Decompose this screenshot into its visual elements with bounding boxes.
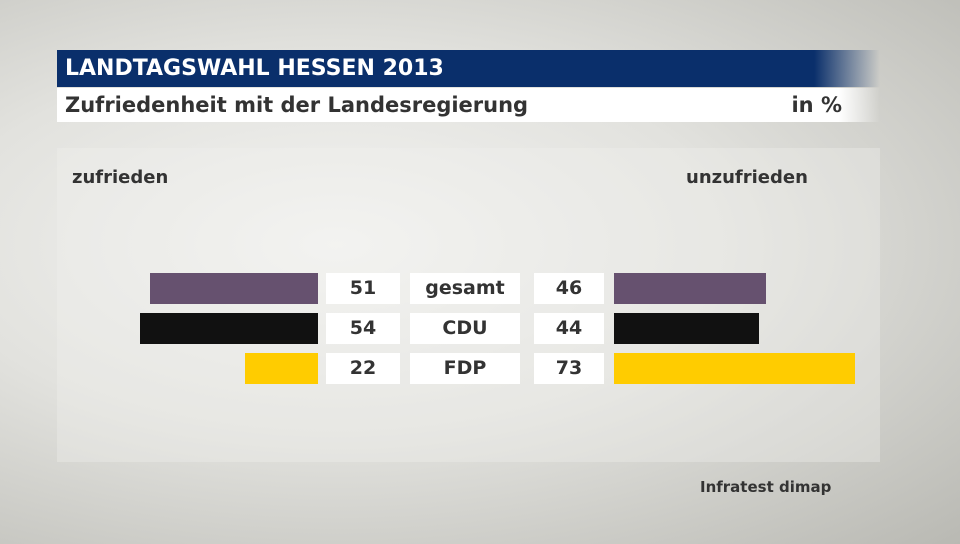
- value-left-gesamt: 51: [326, 273, 400, 304]
- category-label-FDP: FDP: [410, 353, 520, 384]
- bar-right-gesamt: [614, 273, 766, 304]
- value-left-FDP: 22: [326, 353, 400, 384]
- value-right-gesamt: 46: [534, 273, 604, 304]
- source-label: Infratest dimap: [700, 478, 832, 496]
- bar-left-gesamt: [149, 273, 318, 304]
- value-left-CDU: 54: [326, 313, 400, 344]
- unit-label: in %: [791, 93, 842, 117]
- bar-left-FDP: [245, 353, 318, 384]
- bar-left-CDU: [139, 313, 318, 344]
- category-label-CDU: CDU: [410, 313, 520, 344]
- chart-subtitle-bar: Zufriedenheit mit der Landesregierung in …: [57, 88, 880, 122]
- value-right-FDP: 73: [534, 353, 604, 384]
- chart-panel: [57, 148, 880, 462]
- right-header: unzufrieden: [686, 167, 808, 188]
- chart-title: LANDTAGSWAHL HESSEN 2013: [57, 50, 880, 87]
- bar-right-CDU: [614, 313, 760, 344]
- value-right-CDU: 44: [534, 313, 604, 344]
- category-label-gesamt: gesamt: [410, 273, 520, 304]
- bar-right-FDP: [614, 353, 855, 384]
- chart-subtitle: Zufriedenheit mit der Landesregierung: [65, 93, 529, 117]
- left-header: zufrieden: [72, 167, 169, 188]
